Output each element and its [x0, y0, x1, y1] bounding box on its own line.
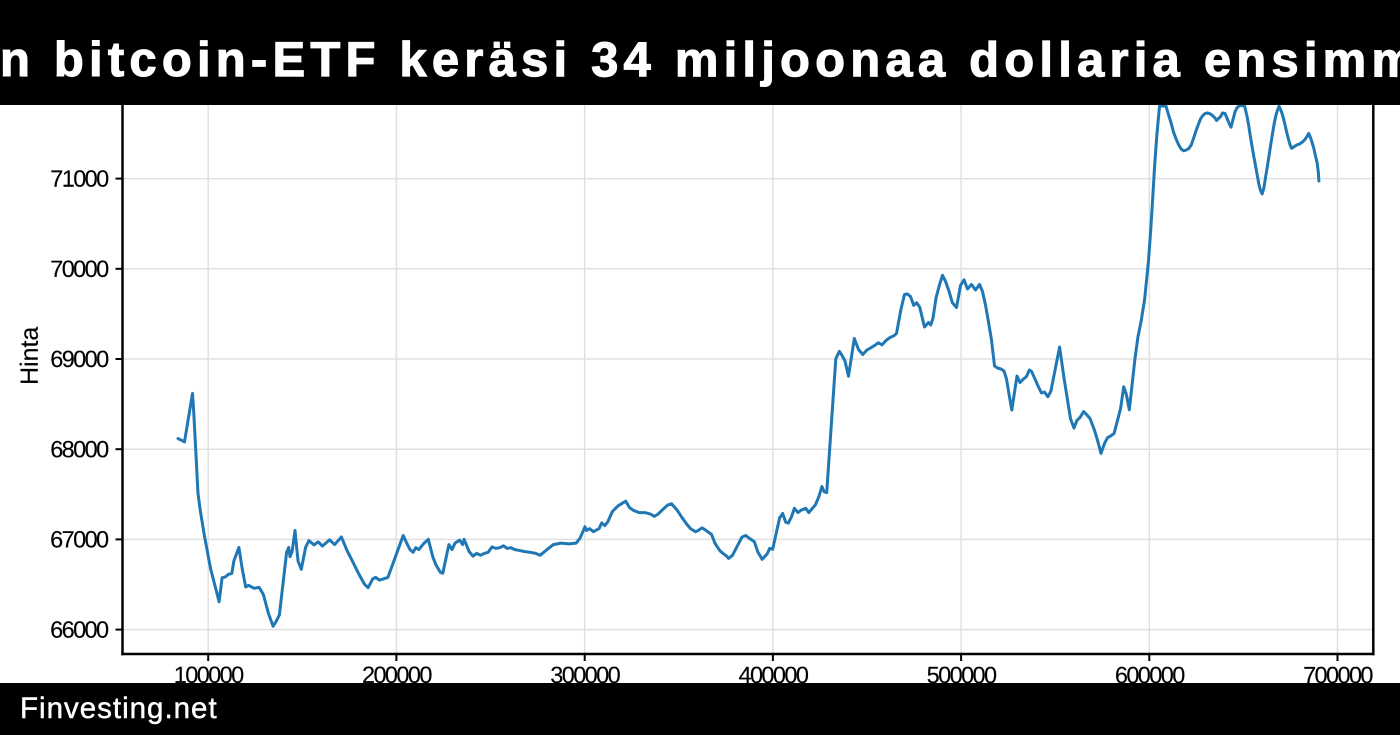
svg-text:71000: 71000	[50, 166, 109, 192]
svg-text:70000: 70000	[50, 256, 109, 282]
svg-text:Hinta: Hinta	[16, 327, 44, 385]
svg-text:66000: 66000	[50, 617, 109, 643]
svg-text:67000: 67000	[50, 526, 109, 552]
svg-text:69000: 69000	[50, 346, 109, 372]
svg-text:68000: 68000	[50, 436, 109, 462]
